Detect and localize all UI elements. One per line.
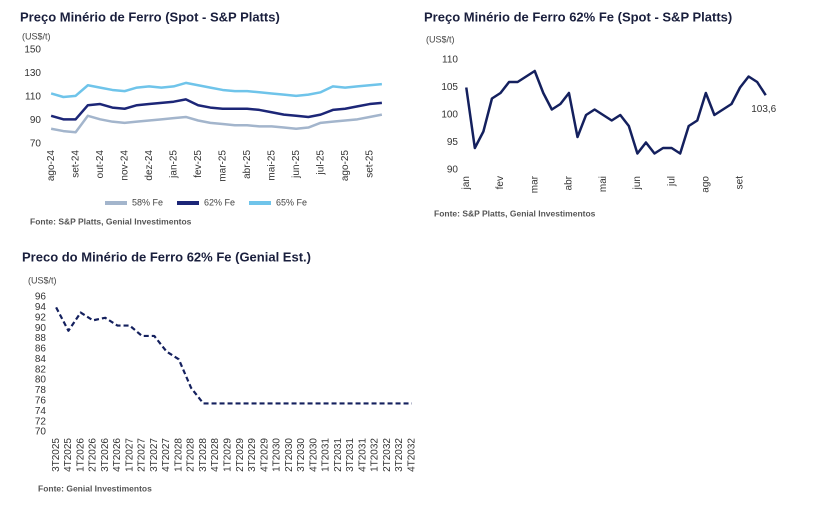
x-tick-label: set-25 — [364, 150, 375, 178]
x-tick-label: 3T2032 — [394, 438, 405, 472]
x-tick-label: ago — [700, 176, 711, 193]
x-tick-label: 1T2029 — [223, 438, 234, 472]
x-tick-label: out-24 — [95, 150, 106, 179]
x-tick-label: jun-25 — [291, 150, 302, 179]
y-axis-label: (US$/t) — [426, 34, 455, 44]
y-tick-label: 70 — [35, 427, 47, 438]
x-tick-label: 4T2025 — [63, 438, 74, 472]
y-tick-label: 70 — [30, 139, 42, 150]
x-tick-label: 4T2029 — [259, 438, 270, 472]
x-tick-label: 4T2031 — [357, 438, 368, 472]
x-tick-label: 2T2028 — [186, 438, 197, 472]
y-tick-label: 130 — [24, 68, 41, 79]
x-tick-label: 1T2026 — [75, 438, 86, 472]
chart-title: Preço Minério de Ferro (Spot - S&P Platt… — [20, 9, 280, 24]
y-tick-label: 82 — [35, 364, 47, 375]
x-tick-label: 4T2026 — [112, 438, 123, 472]
data-line — [55, 306, 412, 405]
x-tick-label: dez-24 — [144, 150, 155, 181]
x-tick-label: 3T2031 — [345, 438, 356, 472]
y-axis-label: (US$/t) — [28, 275, 57, 285]
data-line — [50, 113, 383, 134]
x-tick-label: 1T2030 — [272, 438, 283, 472]
y-tick-label: 150 — [24, 45, 41, 56]
chart-title: Preco do Minério de Ferro 62% Fe (Genial… — [22, 249, 311, 264]
x-tick-label: fev — [495, 176, 506, 189]
x-tick-label: mar-25 — [217, 150, 228, 182]
x-tick-label: jul-25 — [315, 150, 326, 176]
x-tick-label: 1T2032 — [370, 438, 381, 472]
y-tick-label: 92 — [35, 312, 47, 323]
x-tick-label: 3T2027 — [149, 438, 160, 472]
data-line — [50, 81, 382, 99]
y-tick-label: 100 — [441, 110, 458, 121]
x-tick-label: 1T2028 — [173, 438, 184, 472]
x-tick-label: 1T2031 — [321, 438, 332, 472]
y-tick-label: 90 — [30, 115, 42, 126]
x-tick-label: mar — [529, 175, 540, 193]
x-tick-label: 2T2029 — [235, 438, 246, 472]
y-tick-label: 76 — [35, 395, 47, 406]
x-tick-label: 3T2028 — [198, 438, 209, 472]
x-tick-label: jan-25 — [168, 150, 179, 179]
legend-label: 58% Fe — [132, 197, 163, 207]
y-tick-label: 80 — [35, 375, 47, 386]
y-tick-label: 96 — [35, 292, 47, 303]
x-tick-label: nov-24 — [119, 150, 130, 181]
source-note: Fonte: S&P Platts, Genial Investimentos — [434, 208, 596, 218]
data-label: 103,6 — [751, 104, 776, 115]
chart-title: Preço Minério de Ferro 62% Fe (Spot - S&… — [424, 9, 732, 24]
x-tick-label: abr — [564, 175, 575, 190]
y-tick-label: 110 — [25, 92, 41, 103]
y-tick-label: 74 — [35, 406, 47, 417]
y-tick-label: 105 — [441, 82, 458, 93]
x-tick-label: 4T2027 — [161, 438, 172, 472]
legend-label: 62% Fe — [204, 197, 235, 207]
y-tick-label: 90 — [447, 165, 459, 176]
x-tick-label: ago-24 — [46, 150, 57, 182]
x-tick-label: 4T2028 — [210, 438, 221, 472]
source-note: Fonte: S&P Platts, Genial Investimentos — [30, 216, 192, 226]
x-tick-label: 3T2026 — [100, 438, 111, 472]
y-tick-label: 90 — [35, 323, 47, 334]
x-tick-label: abr-25 — [242, 150, 253, 179]
x-tick-label: 2T2032 — [382, 438, 393, 472]
x-tick-label: 4T2030 — [308, 438, 319, 472]
x-tick-label: 2T2031 — [333, 438, 344, 472]
source-note: Fonte: Genial Investimentos — [38, 483, 152, 493]
y-axis-label: (US$/t) — [22, 31, 51, 41]
x-tick-label: 1T2027 — [124, 438, 135, 472]
x-tick-label: mai-25 — [266, 150, 277, 181]
x-tick-label: 2T2026 — [88, 438, 99, 472]
y-tick-label: 78 — [35, 385, 47, 396]
x-tick-label: jun — [632, 176, 643, 190]
x-tick-label: set — [735, 176, 746, 190]
y-tick-label: 72 — [35, 416, 47, 427]
x-tick-label: 3T2029 — [247, 438, 258, 472]
y-tick-label: 94 — [35, 302, 47, 313]
data-line — [50, 98, 382, 121]
y-tick-label: 95 — [447, 137, 459, 148]
x-tick-label: 3T2025 — [51, 438, 62, 472]
x-tick-label: 4T2032 — [407, 438, 418, 472]
y-tick-label: 88 — [35, 333, 47, 344]
x-tick-label: jan — [461, 176, 472, 190]
y-tick-label: 84 — [35, 354, 47, 365]
legend-label: 65% Fe — [276, 197, 307, 207]
x-tick-label: mai — [598, 176, 609, 192]
x-tick-label: fev-25 — [193, 150, 204, 178]
x-tick-label: 2T2027 — [137, 438, 148, 472]
x-tick-label: 2T2030 — [284, 438, 295, 472]
x-tick-label: 3T2030 — [296, 438, 307, 472]
x-tick-label: ago-25 — [340, 150, 351, 182]
data-line — [465, 69, 767, 155]
x-tick-label: set-24 — [70, 150, 81, 178]
y-tick-label: 86 — [35, 344, 47, 355]
y-tick-label: 110 — [442, 55, 458, 66]
x-tick-label: jul — [666, 176, 677, 187]
